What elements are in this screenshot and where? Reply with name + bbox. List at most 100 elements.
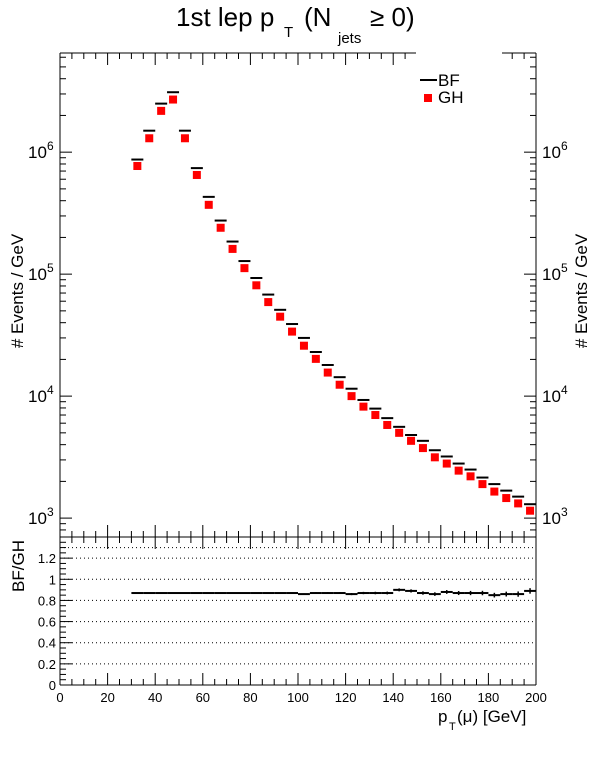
ratio-point [464,590,477,596]
gh-point [418,444,427,453]
gh-point [502,494,511,503]
lower-ytick-label: 0.8 [38,593,56,608]
lower-xtick-labels: 0 20 40 60 80 100 120 140 160 180 200 [56,690,546,705]
title-sub2: jets [337,30,361,47]
ratio-point [321,592,334,595]
gh-point [145,134,154,143]
gh-point [204,200,213,209]
xlabel-main: p [438,707,447,726]
title-end: ≥ 0) [370,2,415,32]
upper-ytick-label-left: 10 [28,509,47,528]
xtick-label: 100 [287,690,309,705]
gh-point [157,106,166,115]
ratio-point [262,592,275,595]
gh-point [383,420,392,429]
xtick-label: 40 [148,690,162,705]
ratio-point [345,593,358,596]
ratio-point [226,592,239,595]
upper-ytick-label-right: 10 [542,143,561,162]
xtick-label: 120 [335,690,357,705]
xtick-label: 160 [430,690,452,705]
gh-point [288,327,297,336]
upper-ytick-label-left: 10 [28,265,47,284]
series-ratio [131,588,536,598]
lower-ylabel: BF/GH [9,540,28,592]
gh-point [228,244,237,253]
gh-point [311,354,320,363]
chart-title: 1st lep p T (N jets ≥ 0) [176,2,415,47]
upper-ytick-label-right: 10 [542,265,561,284]
upper-ytick-label-left: 10 [28,387,47,406]
ratio-point [274,592,287,595]
gh-point [454,466,463,475]
lower-ytick-label: 1 [49,572,56,587]
gh-point [335,380,344,389]
gh-point [216,223,225,232]
gh-point [240,264,249,273]
gh-point [526,506,535,515]
ratio-point [333,592,346,595]
upper-ytick-exp-right: 5 [561,261,568,275]
xtick-label: 60 [196,690,210,705]
ratio-point [393,588,406,592]
title-main: 1st lep p [176,2,274,32]
gh-point [192,170,201,179]
legend-bf-label: BF [438,71,460,90]
xtick-label: 80 [243,690,257,705]
gh-point [514,499,523,508]
gh-point [478,480,487,489]
upper-ytick-label-left: 10 [28,143,47,162]
lower-gridlines [60,547,536,665]
gh-point [299,341,308,350]
lower-ytick-label: 0.2 [38,657,56,672]
upper-axis-ticks [59,53,537,538]
xtick-label: 200 [525,690,547,705]
ratio-point [357,591,370,595]
ratio-point [440,590,453,594]
title-paren: (N [304,2,331,32]
lower-ytick-labels: 0 0.2 0.4 0.6 0.8 1 1.2 [38,551,56,693]
ratio-point [476,590,489,596]
ratio-point [417,591,429,595]
ratio-point [405,589,417,593]
legend-gh-marker [424,94,432,102]
upper-ytick-exp-right: 4 [561,383,568,397]
xtick-label: 20 [100,690,114,705]
upper-ytick-exp-left: 4 [47,383,54,397]
upper-ytick-exp-left: 5 [47,261,54,275]
gh-point [276,312,285,321]
lower-axis-ticks [59,536,537,686]
xtick-label: 140 [382,690,404,705]
xlabel-sub: T [449,721,456,733]
ratio-point [488,592,501,598]
gh-point [180,134,189,143]
upper-ytick-exp-left: 6 [47,139,54,153]
gh-point [169,95,178,104]
upper-ytick-label-right: 10 [542,387,561,406]
ratio-point [381,591,394,595]
x-axis-label: p T (μ) [GeV] [438,707,526,733]
upper-ylabel-left: # Events / GeV [8,233,27,348]
lower-ytick-label: 1.2 [38,551,56,566]
ratio-point [298,593,310,596]
title-sub: T [284,24,293,41]
upper-ylabel-right: # Events / GeV [572,233,591,348]
legend: BF GH [420,71,464,107]
series-gh [133,95,535,515]
gh-point [442,459,451,468]
upper-ytick-label-right: 10 [542,509,561,528]
gh-point [252,281,261,290]
gh-point [264,298,273,307]
ratio-point [369,591,382,595]
gh-point [490,487,499,496]
ratio-point [214,592,227,595]
gh-point [466,472,475,481]
ratio-point [309,592,322,595]
ratio-point [238,592,251,595]
xtick-label: 0 [56,690,63,705]
gh-point [407,436,416,445]
ratio-point [524,588,536,594]
gh-point [323,368,332,377]
